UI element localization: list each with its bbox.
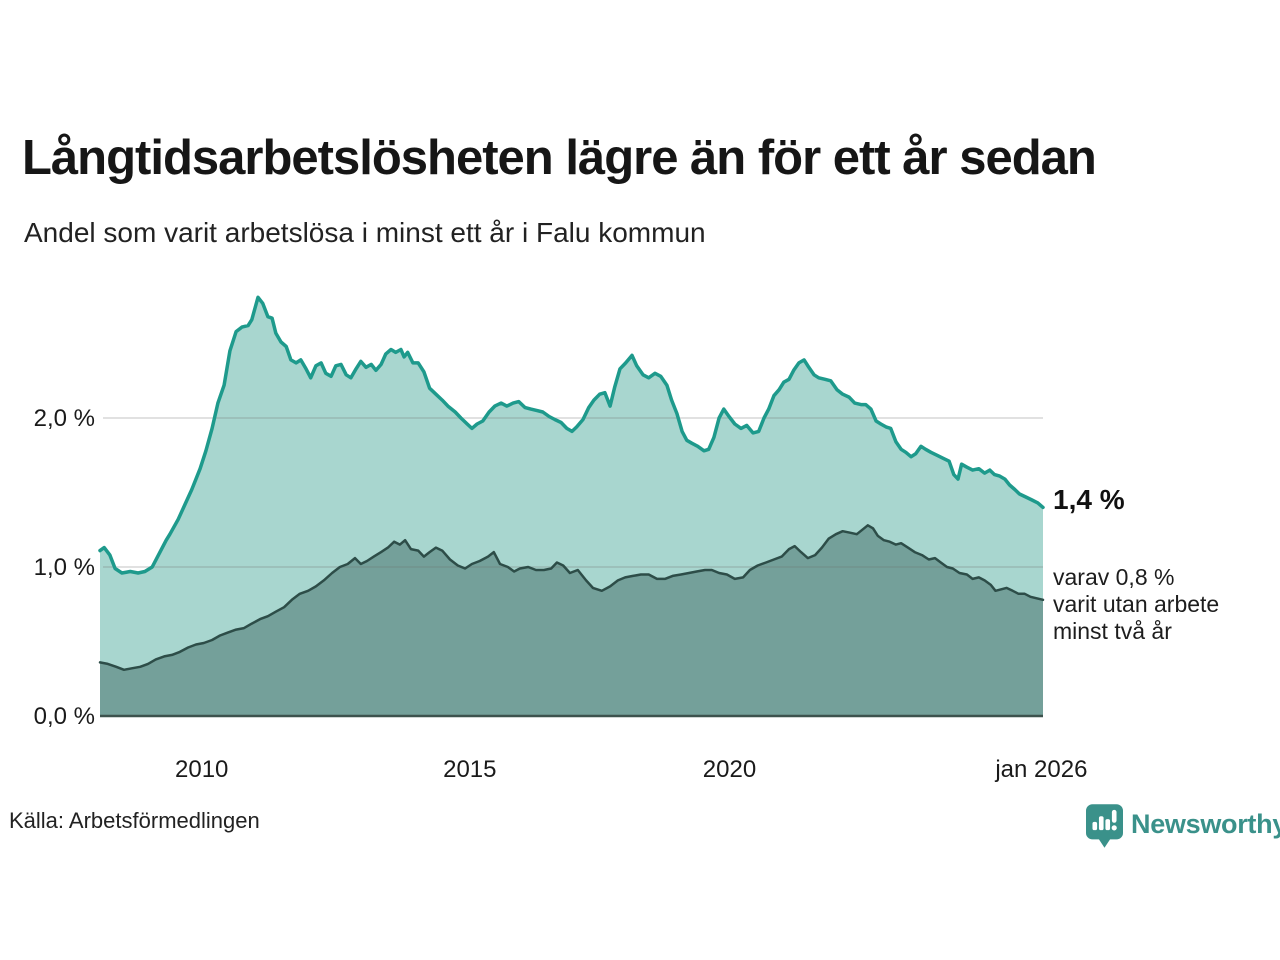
logo-exclamation-bar: [1111, 809, 1117, 823]
logo-bar-3: [1105, 819, 1111, 831]
source-caption: Källa: Arbetsförmedlingen: [9, 808, 260, 833]
breakdown-annotation: varav 0,8 % varit utan arbete minst två …: [1053, 564, 1220, 644]
series-line-0: [98, 295, 1045, 575]
x-tick-label: jan 2026: [994, 756, 1087, 783]
chart-title: Långtidsarbetslösheten lägre än för ett …: [22, 131, 1097, 185]
brand-logo: Newsworthy: [1086, 804, 1280, 848]
brand-name: Newsworthy: [1131, 809, 1280, 839]
logo-bar-2: [1098, 816, 1104, 831]
y-tick-label: 1,0 %: [34, 554, 95, 581]
x-tick-label: 2010: [175, 756, 228, 783]
logo-exclamation-dot: [1111, 825, 1117, 831]
newsworthy-logo-icon: [1086, 804, 1123, 848]
y-tick-label: 0,0 %: [34, 703, 95, 730]
chart-subtitle: Andel som varit arbetslösa i minst ett å…: [24, 217, 706, 248]
x-tick-label: 2015: [443, 756, 496, 783]
x-tick-label: 2020: [703, 756, 756, 783]
y-tick-label: 2,0 %: [34, 405, 95, 432]
latest-value-label: 1,4 %: [1053, 484, 1125, 515]
logo-bar-1: [1092, 821, 1098, 831]
area-fill-1: [100, 525, 1043, 716]
series-line-1: [98, 524, 1045, 672]
